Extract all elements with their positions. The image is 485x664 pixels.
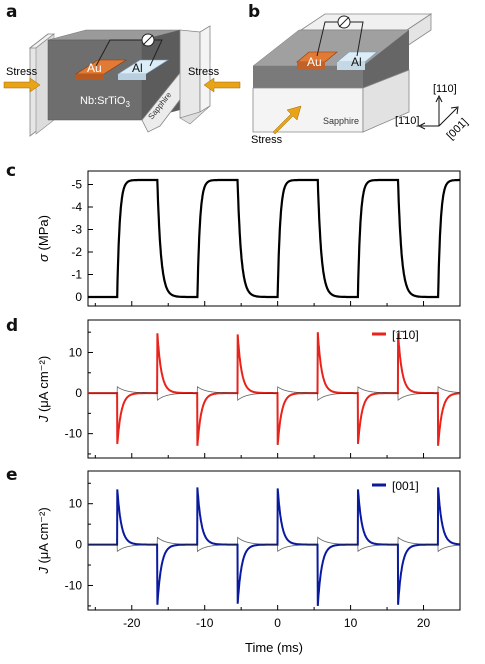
ytick-label-c-0: -5 (71, 178, 82, 192)
ytick-label-e-2: -10 (65, 578, 83, 592)
xtick-label-3: 10 (344, 616, 358, 630)
ylabel-c: σ (MPa) (36, 215, 51, 262)
xtick-label-0: -20 (123, 616, 141, 630)
ytick-label-c-5: 0 (75, 290, 82, 304)
ytick-label-d-0: 10 (69, 345, 83, 359)
xaxis-label: Time (ms) (245, 640, 303, 655)
ytick-label-e-1: 0 (75, 538, 82, 552)
ytick-label-c-4: -1 (71, 268, 82, 282)
current-series-line-d (88, 332, 460, 446)
current-series-line-e (88, 487, 460, 606)
ytick-label-c-2: -3 (71, 223, 82, 237)
legend-label-e: [001] (392, 479, 419, 493)
stress-series-line (88, 180, 460, 297)
xtick-label-1: -10 (196, 616, 214, 630)
ytick-label-d-2: -10 (65, 427, 83, 441)
plot-frame-c (88, 171, 460, 306)
ytick-label-e-0: 10 (69, 497, 83, 511)
xtick-label-4: 20 (417, 616, 431, 630)
ytick-label-c-3: -2 (71, 245, 82, 259)
xtick-label-2: 0 (274, 616, 281, 630)
ylabel-d: J (μA cm⁻²) (36, 356, 51, 423)
ytick-label-d-1: 0 (75, 386, 82, 400)
legend-label-d: [1̄10] (392, 328, 419, 342)
ylabel-e: J (μA cm⁻²) (36, 507, 51, 574)
ytick-label-c-1: -4 (71, 200, 82, 214)
